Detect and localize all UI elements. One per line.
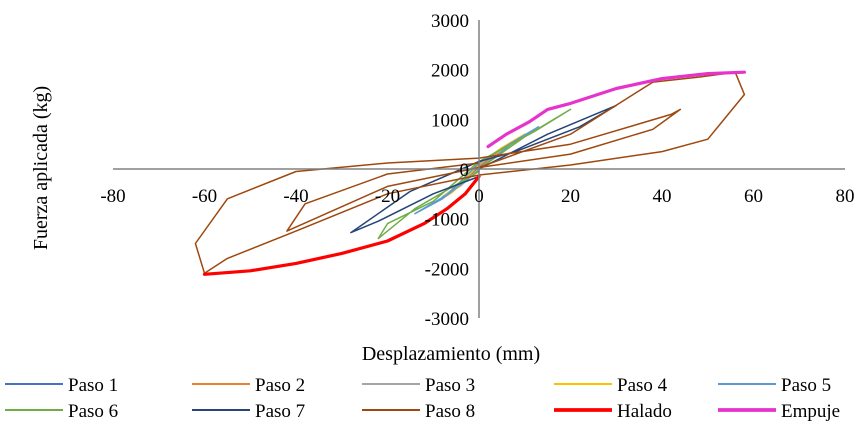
axes [113, 20, 845, 318]
y-tick-label: 1000 [431, 110, 469, 131]
x-tick-label: 40 [653, 186, 672, 207]
series-line-6 [377, 108, 572, 240]
legend-label: Halado [617, 401, 672, 422]
y-tick-label: 3000 [431, 11, 469, 32]
x-tick-label: -20 [375, 186, 400, 207]
y-axis-title: Fuerza aplicada (kg) [30, 86, 52, 250]
x-tick-label: 0 [474, 186, 484, 207]
x-tick-label: -60 [192, 186, 217, 207]
y-tick-label: -3000 [425, 309, 469, 330]
x-tick-label: -80 [100, 186, 125, 207]
legend-label: Paso 7 [255, 401, 305, 422]
series-line-9 [202, 174, 481, 276]
legend-label: Paso 5 [781, 375, 831, 396]
x-tick-label: -40 [283, 186, 308, 207]
series-layer [194, 70, 746, 276]
legend-label: Paso 3 [425, 375, 475, 396]
x-tick-label: 60 [744, 186, 763, 207]
y-tick-label: -1000 [425, 210, 469, 231]
y-tick-label: 2000 [431, 61, 469, 82]
legend-label: Paso 4 [617, 375, 668, 396]
y-tick-label: -2000 [425, 259, 469, 280]
legend: Paso 1 Paso 2 Paso 3 Paso 4 Paso 5 Paso 6 Paso… [5, 375, 840, 422]
x-axis-title: Desplazamiento (mm) [362, 343, 540, 365]
legend-label: Paso 1 [68, 375, 118, 396]
legend-label: Empuje [781, 401, 840, 422]
legend-label: Paso 2 [255, 375, 305, 396]
y-tick-label: 0 [460, 160, 470, 181]
legend-label: Paso 8 [425, 401, 475, 422]
series-line-8 [194, 71, 746, 275]
x-tick-label: 20 [561, 186, 580, 207]
series-line-10 [486, 70, 746, 149]
legend-label: Paso 6 [68, 401, 118, 422]
tick-labels: -80 -60 -40 -20 0 20 40 60 803000200010000-1000-… [100, 11, 854, 330]
x-tick-label: 80 [836, 186, 855, 207]
